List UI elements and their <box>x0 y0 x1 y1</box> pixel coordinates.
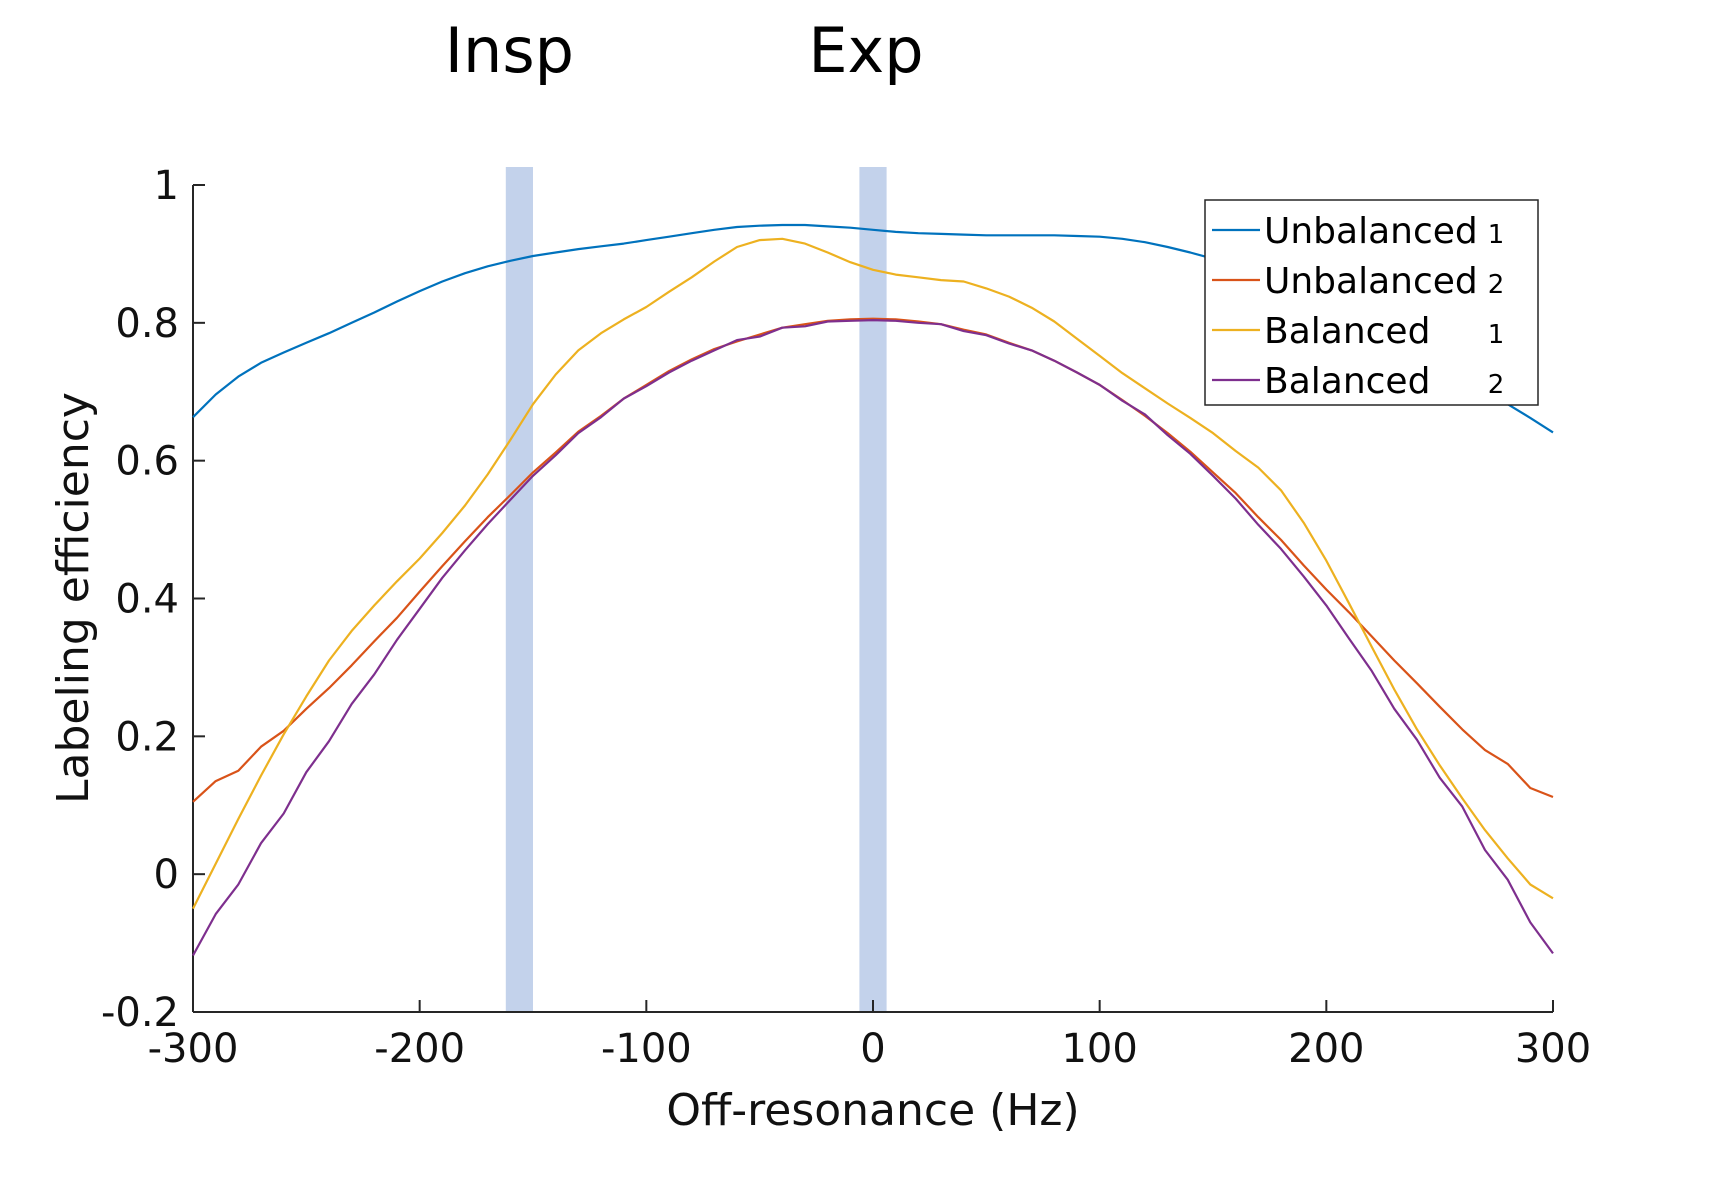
legend: Unbalanced 1 Unbalanced 2 Balanced 1 Balanced 2 <box>1204 199 1539 406</box>
shaded-regions <box>505 167 887 1012</box>
region-label-exp: Exp <box>808 14 923 87</box>
y-tick-label: 0.2 <box>115 714 179 760</box>
x-tick-label: -100 <box>601 1026 692 1072</box>
y-tick-label: 0.8 <box>115 301 179 347</box>
x-ticks: -300 -200 -100 0 100 200 300 <box>148 1000 1591 1072</box>
legend-subscript: 2 <box>1488 270 1505 300</box>
x-tick-label: 200 <box>1288 1026 1364 1072</box>
series-line-balanced-2 <box>192 319 1554 957</box>
y-tick-label: 0.6 <box>115 439 179 485</box>
legend-label: Unbalanced <box>1264 261 1478 302</box>
series-line-balanced-1 <box>192 237 1554 910</box>
x-tick-label: 0 <box>860 1026 885 1072</box>
legend-label: Balanced <box>1264 311 1430 352</box>
y-tick-label: 0.4 <box>115 577 179 623</box>
x-tick-label: -200 <box>374 1026 465 1072</box>
x-axis-title: Off-resonance (Hz) <box>666 1085 1079 1136</box>
legend-subscript: 1 <box>1488 320 1505 350</box>
x-tick-label: -300 <box>148 1026 239 1072</box>
series-line-unbalanced-2 <box>192 317 1554 803</box>
y-tick-label: 1 <box>154 163 179 209</box>
legend-label: Unbalanced <box>1264 211 1478 252</box>
shaded-band-exp <box>859 167 887 1012</box>
y-tick-label: 0 <box>154 852 179 898</box>
y-ticks: -0.2 0 0.2 0.4 0.6 0.8 1 <box>101 163 205 1036</box>
x-tick-label: 100 <box>1061 1026 1137 1072</box>
region-label-insp: Insp <box>445 14 574 87</box>
legend-subscript: 1 <box>1488 220 1505 250</box>
legend-box <box>1204 199 1539 406</box>
region-labels: Insp Exp <box>445 14 924 87</box>
y-axis-title: Labeling efficiency <box>48 392 99 804</box>
shaded-band-insp <box>505 167 533 1012</box>
legend-subscript: 2 <box>1488 370 1505 400</box>
x-tick-label: 300 <box>1515 1026 1591 1072</box>
y-tick-label: -0.2 <box>101 990 179 1036</box>
legend-label: Balanced <box>1264 361 1430 402</box>
